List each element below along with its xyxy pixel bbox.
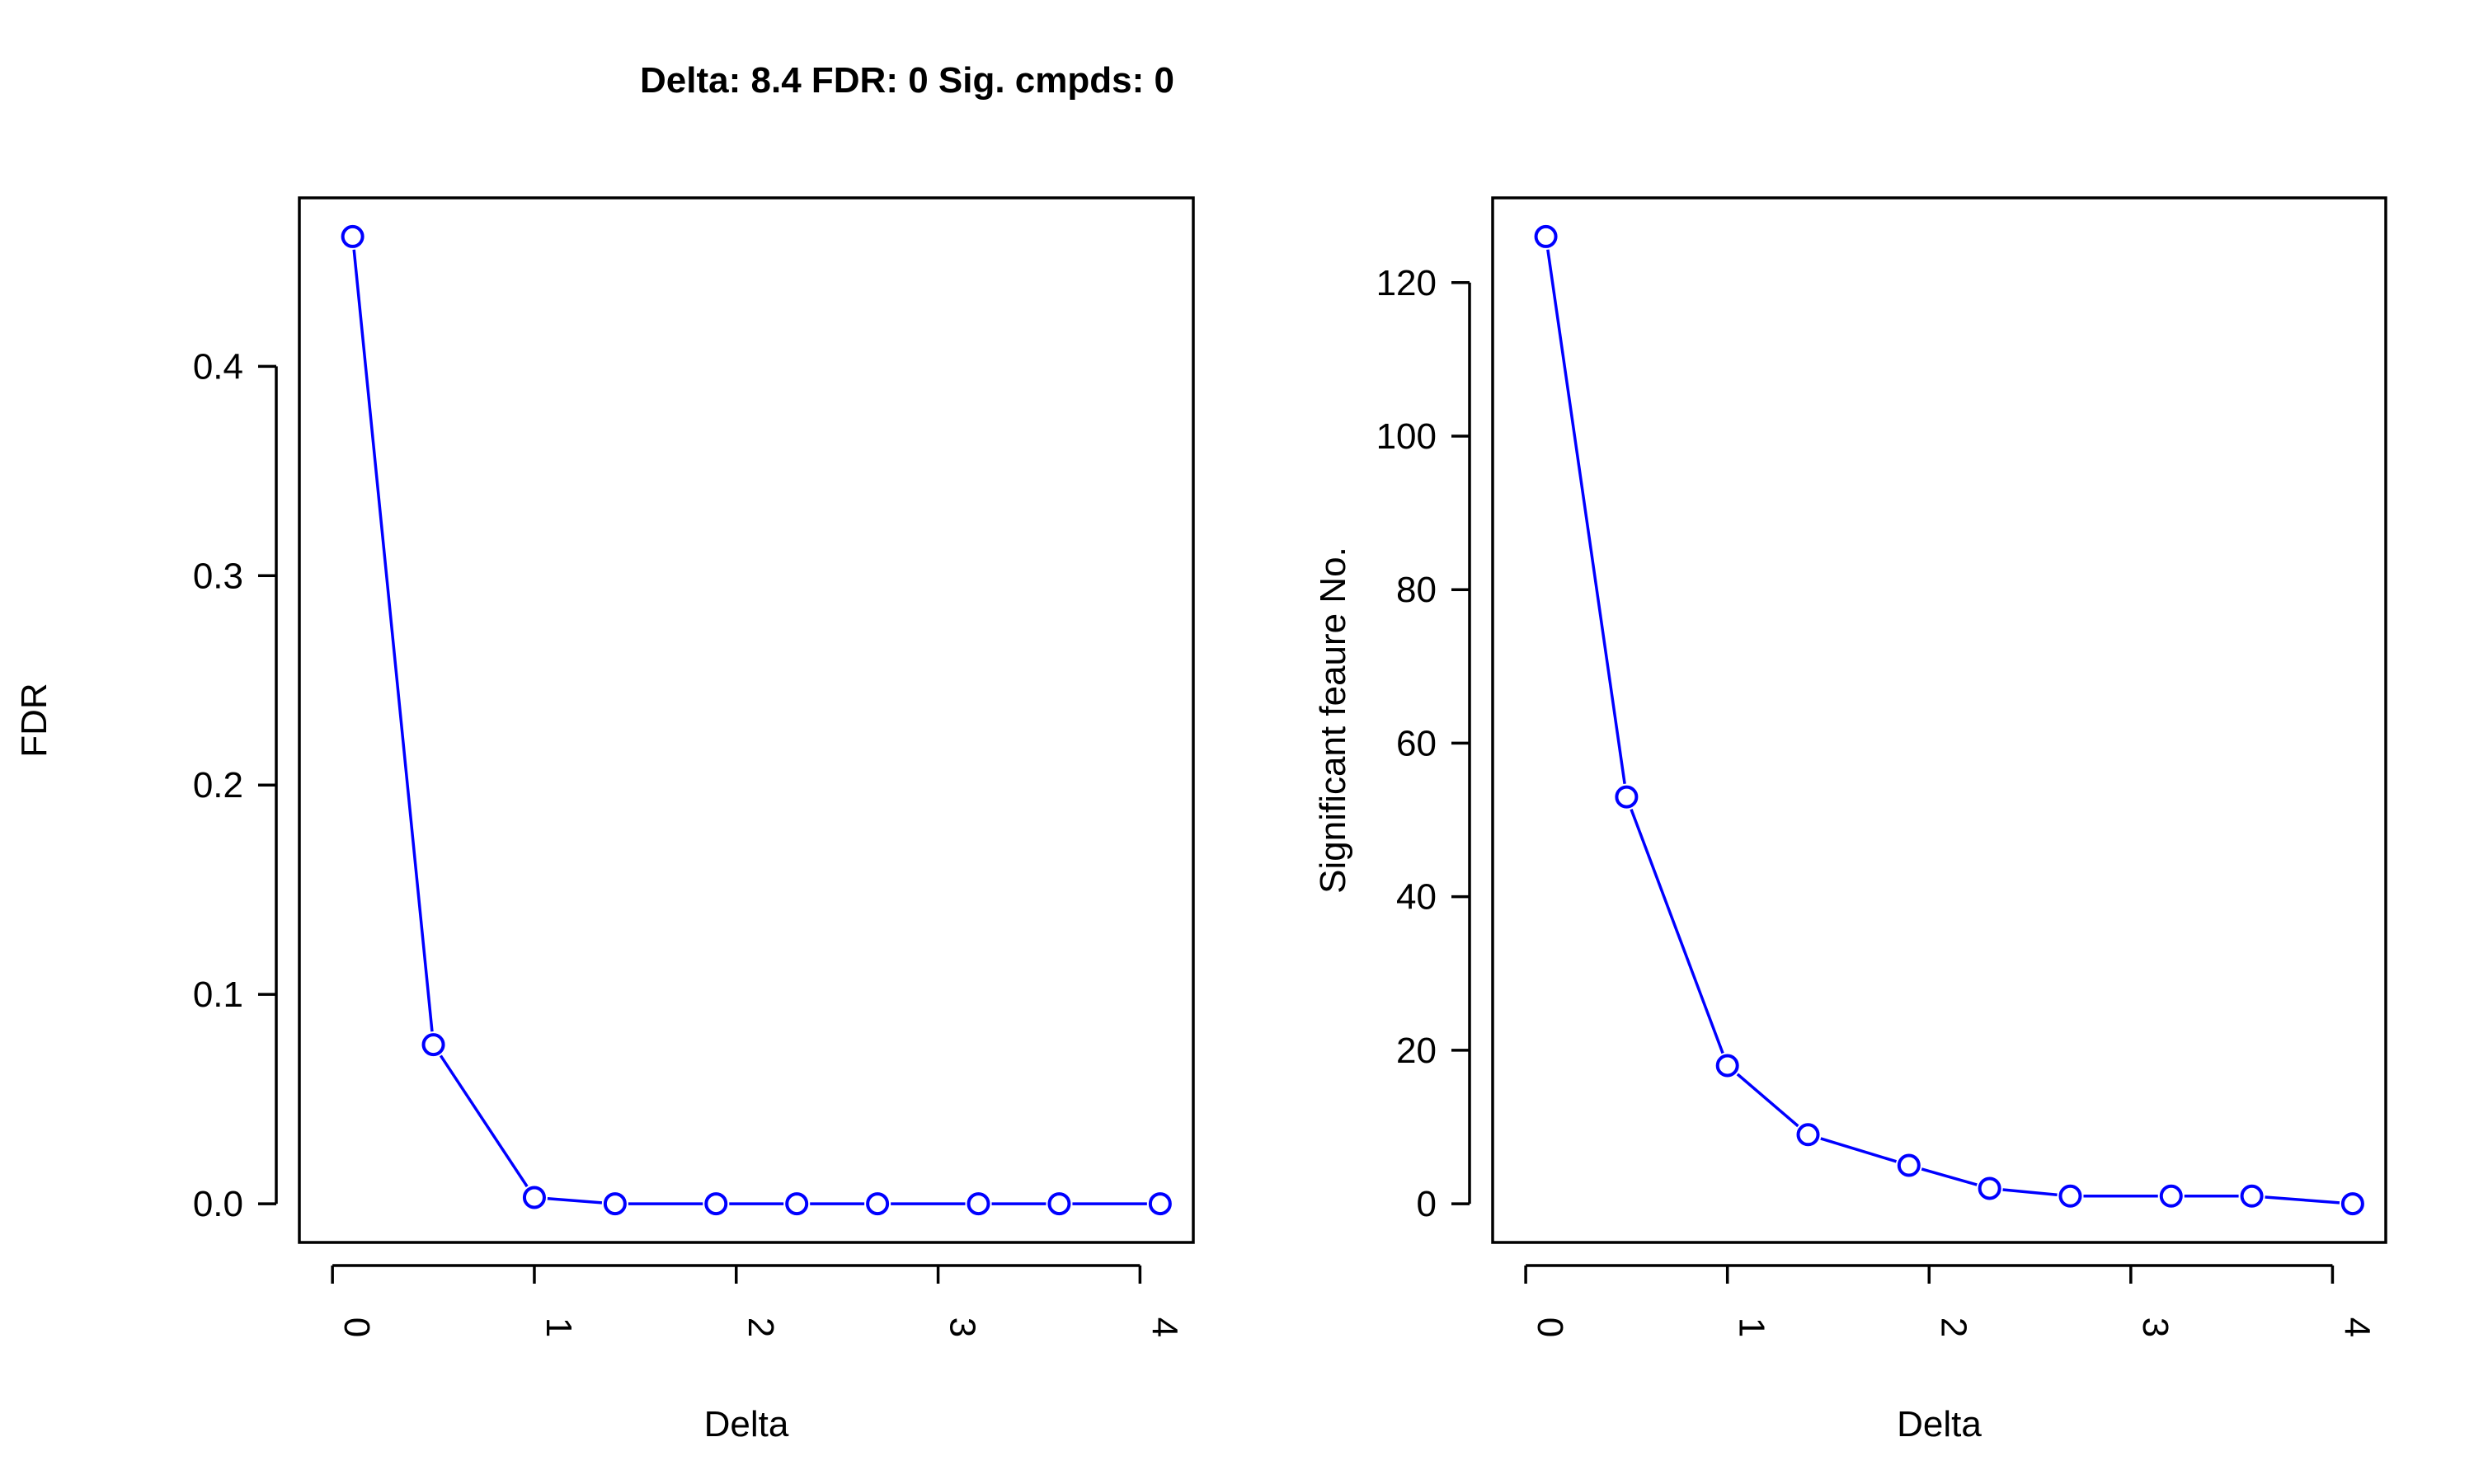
x-axis-label: Delta (1897, 1404, 1982, 1444)
x-tick-label: 4 (2336, 1317, 2377, 1337)
series-line-segment (1820, 1137, 1898, 1163)
data-point (1615, 785, 1639, 809)
x-tick-label: 0 (336, 1317, 377, 1337)
x-tick-label: 0 (1530, 1317, 1570, 1337)
series-line-segment (352, 249, 434, 1032)
y-tick-label: 80 (1396, 570, 1437, 610)
data-point (1978, 1176, 2001, 1200)
data-point (341, 224, 365, 248)
y-tick-label: 0.2 (193, 765, 243, 805)
x-axis-label: Delta (704, 1404, 789, 1444)
data-point (967, 1192, 990, 1216)
x-tick-label: 3 (2135, 1317, 2175, 1337)
data-point (704, 1192, 728, 1216)
data-point (421, 1033, 445, 1057)
data-point (2240, 1184, 2264, 1208)
plot-frame (298, 196, 1195, 1244)
data-point (2340, 1192, 2364, 1216)
series-line-segment (2002, 1188, 2058, 1196)
y-tick-label: 60 (1396, 723, 1437, 763)
x-tick-label: 1 (1732, 1317, 1772, 1337)
series-line-segment (439, 1054, 529, 1188)
y-tick-label: 0.1 (193, 974, 243, 1015)
data-point (785, 1192, 809, 1216)
series-line-segment (2265, 1195, 2340, 1205)
data-point (1047, 1192, 1071, 1216)
plot-frame (1491, 196, 2387, 1244)
data-point (866, 1192, 890, 1216)
y-axis-label: Significant feaure No. (1313, 547, 1353, 894)
y-tick-label: 0 (1417, 1184, 1437, 1224)
x-tick-label: 2 (741, 1317, 781, 1337)
data-point (1897, 1153, 1921, 1177)
data-point (1534, 224, 1558, 248)
data-point (2058, 1184, 2082, 1208)
main-title: Delta: 8.4 FDR: 0 Sig. cmpds: 0 (640, 60, 1174, 101)
y-tick-label: 0.3 (193, 556, 243, 596)
data-point (603, 1192, 627, 1216)
x-tick-label: 1 (539, 1317, 579, 1337)
x-tick-label: 3 (943, 1317, 983, 1337)
y-tick-label: 20 (1396, 1031, 1437, 1071)
y-tick-label: 0.0 (193, 1184, 243, 1224)
fdr-panel: 0 1 2 3 4 0.0 0.1 0.2 0.3 0.4 Delta FDR (14, 196, 1195, 1444)
data-point (1796, 1123, 1820, 1147)
data-point (1148, 1192, 1172, 1216)
y-tick-label: 40 (1396, 877, 1437, 918)
y-tick-label: 0.4 (193, 346, 243, 387)
data-point (522, 1186, 546, 1209)
series-line-segment (1921, 1167, 1978, 1186)
x-tick-label: 4 (1144, 1317, 1184, 1337)
series-line-segment (1736, 1073, 1799, 1128)
data-point (1715, 1054, 1739, 1078)
series-line-segment (1546, 249, 1626, 785)
x-tick-label: 2 (1933, 1317, 1973, 1337)
data-point (2159, 1184, 2183, 1208)
series-line-segment (547, 1196, 603, 1205)
series-line-segment (1630, 808, 1724, 1054)
y-tick-label: 120 (1376, 263, 1437, 303)
y-tick-label: 100 (1376, 416, 1437, 457)
y-axis-label: FDR (14, 683, 54, 757)
